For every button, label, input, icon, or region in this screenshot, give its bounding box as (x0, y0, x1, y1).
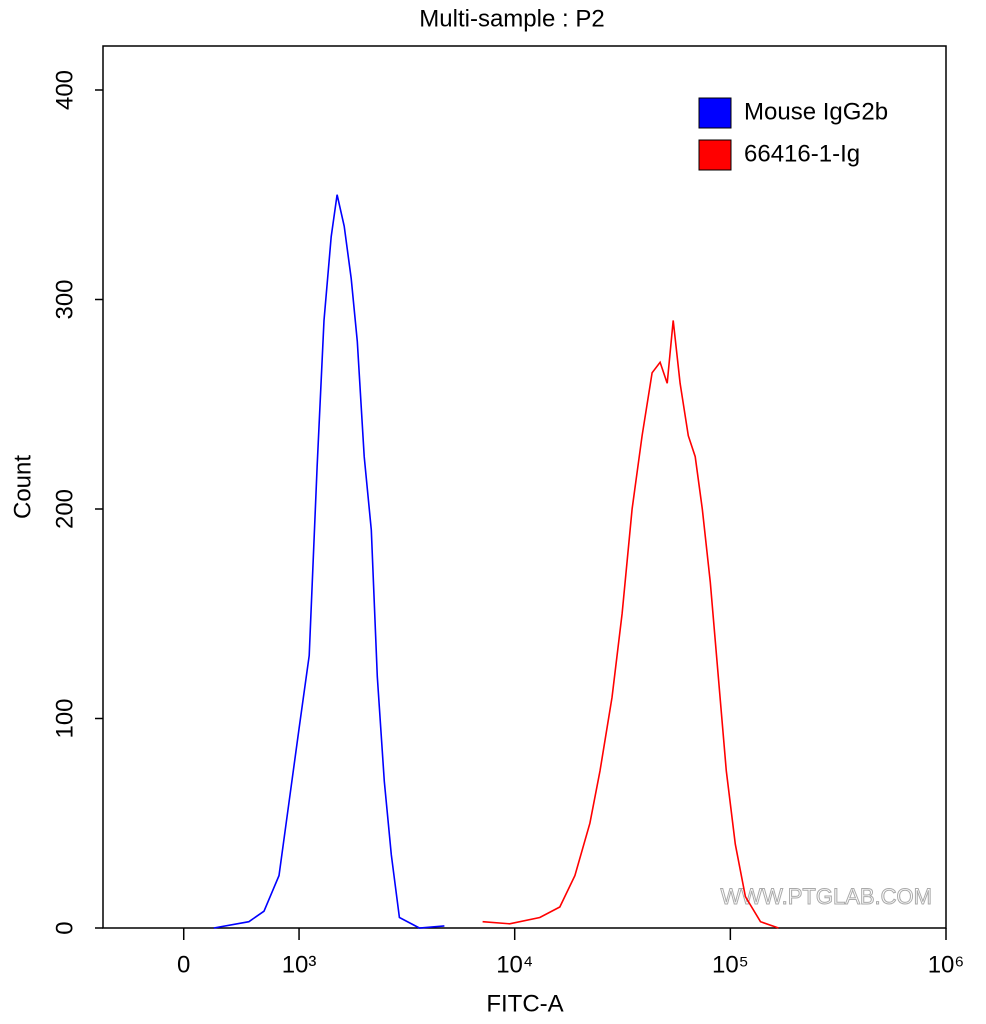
histogram-line (213, 194, 445, 929)
legend-label: 66416-1-Ig (744, 140, 860, 167)
y-tick-label: 200 (51, 489, 78, 529)
y-axis-label: Count (9, 455, 36, 519)
x-tick-label: 10³ (282, 951, 317, 978)
plot-frame (102, 45, 947, 929)
x-axis-label: FITC-A (486, 990, 563, 1017)
watermark: WWW.PTGLAB.COM (721, 884, 932, 909)
x-tick-label: 10⁵ (712, 951, 749, 978)
y-tick-label: 0 (51, 921, 78, 934)
legend-swatch (698, 97, 732, 129)
x-tick-label: 10⁴ (496, 951, 533, 978)
x-tick-label: 0 (177, 951, 190, 978)
y-tick-label: 400 (51, 70, 78, 110)
legend-swatch (698, 139, 732, 171)
chart-title: Multi-sample : P2 (419, 5, 604, 32)
x-tick-label: 10⁶ (928, 951, 965, 978)
legend-label: Mouse IgG2b (744, 98, 888, 125)
y-tick-label: 300 (51, 279, 78, 319)
histogram-line (482, 320, 779, 929)
y-tick-label: 100 (51, 698, 78, 738)
